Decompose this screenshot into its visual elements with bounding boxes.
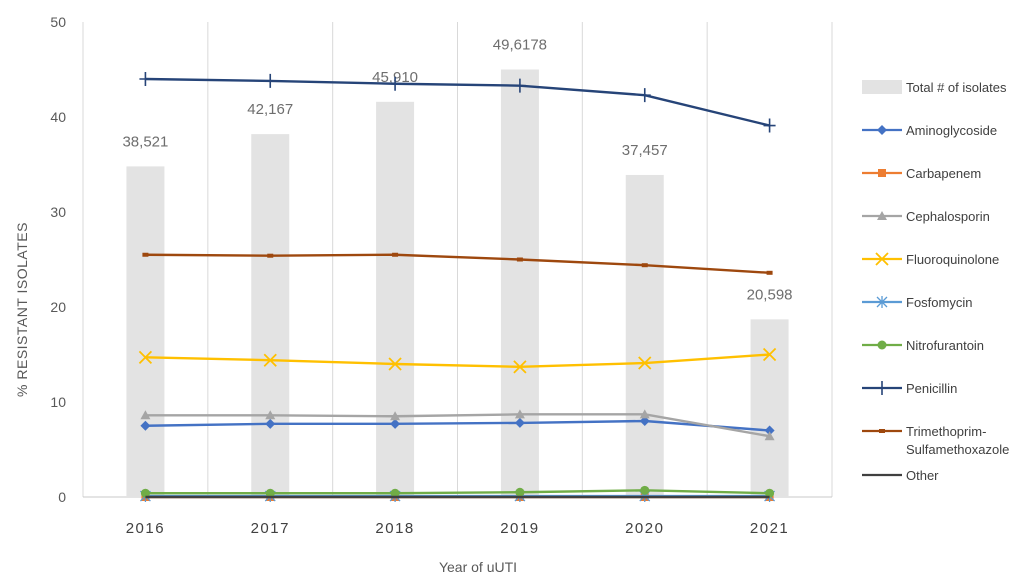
x-axis-title: Year of uUTI [439,559,517,575]
legend-marker-nitrofurantoin [877,340,887,350]
legend-marker-trimethoprim-sulfamethoxazole [879,429,885,433]
data-point-aminoglycoside [764,425,775,436]
x-tick-label: 2021 [750,520,789,537]
data-point-penicillin [264,73,277,88]
isolate-bar [750,319,789,497]
isolate-bar [126,166,165,497]
legend-marker-cephalosporin [877,211,887,220]
data-point-fluoroquinolone [638,356,652,370]
data-point-penicillin [763,118,776,133]
data-point-trimethoprim-sulfamethoxazole [142,252,149,257]
data-point-nitrofurantoin [640,485,650,495]
series-line-nitrofurantoin [145,489,770,495]
data-point-cephalosporin [265,410,276,420]
data-point-trimethoprim-sulfamethoxazole [516,257,523,262]
legend-label-total-isolates: Total # of isolates [906,80,1007,95]
isolate-bar [625,174,664,497]
legend-label-nitrofurantoin: Nitrofurantoin [906,338,984,353]
data-point-cephalosporin [390,411,401,421]
data-point-cephalosporin [140,410,151,420]
y-tick-label: 30 [50,204,66,220]
legend-marker-fluoroquinolone [875,252,889,266]
data-point-fluoroquinolone [263,353,277,367]
legend-label-trimethoprim-sulfamethoxazole-line1: Trimethoprim- [906,424,986,439]
data-point-aminoglycoside [639,416,650,426]
data-point-aminoglycoside [390,418,401,429]
data-point-cephalosporin [764,431,775,441]
data-point-trimethoprim-sulfamethoxazole [766,270,773,275]
legend-label-carbapenem: Carbapenem [906,166,981,181]
legend-label-other: Other [906,468,939,483]
data-point-cephalosporin [514,409,525,419]
data-point-fluoroquinolone [762,347,777,362]
data-point-aminoglycoside [140,420,151,431]
data-point-nitrofurantoin [390,488,400,498]
data-point-penicillin [139,72,152,86]
series-line-trimethoprim-sulfamethoxazole [145,253,770,274]
data-point-penicillin [638,88,651,103]
x-tick-label: 2018 [375,520,414,537]
y-tick-label: 50 [50,14,66,30]
legend-marker-carbapenem [878,169,886,177]
data-point-cephalosporin [639,409,650,419]
legend-marker-penicillin [876,381,888,395]
x-tick-label: 2016 [126,520,165,537]
y-tick-label: 10 [50,394,66,410]
y-tick-label: 0 [58,489,66,505]
legend-label-cephalosporin: Cephalosporin [906,209,990,224]
legend-marker-fosfomycin [876,296,888,308]
data-point-penicillin [389,76,402,91]
data-point-fluoroquinolone [388,357,402,371]
y-tick-label: 40 [50,109,66,125]
bar-value-label: 49,6178 [493,37,547,54]
x-tick-label: 2019 [500,520,539,537]
data-point-aminoglycoside [514,417,525,428]
y-axis-title: % RESISTANT ISOLATES [14,222,30,397]
data-point-nitrofurantoin [265,488,275,498]
data-point-nitrofurantoin [140,488,150,498]
bar-value-label: 20,598 [747,286,793,303]
bar-value-label: 38,521 [122,133,168,150]
y-tick-label: 20 [50,299,66,315]
legend-label-fosfomycin: Fosfomycin [906,295,972,310]
series-line-cephalosporin [145,413,770,438]
series-line-aminoglycoside [145,419,770,432]
data-point-trimethoprim-sulfamethoxazole [392,252,399,257]
x-tick-label: 2017 [251,520,290,537]
bar-value-label: 37,457 [622,142,668,159]
legend-label-fluoroquinolone: Fluoroquinolone [906,252,999,267]
data-point-trimethoprim-sulfamethoxazole [641,263,648,268]
data-point-fluoroquinolone [513,360,527,374]
data-point-nitrofurantoin [765,488,775,498]
data-point-trimethoprim-sulfamethoxazole [267,253,274,258]
isolate-bar [500,69,539,497]
legend-label-penicillin: Penicillin [906,381,957,396]
isolate-bar [251,134,290,497]
data-point-fluoroquinolone [138,350,153,364]
series-line-fluoroquinolone [145,353,770,369]
bar-value-label: 42,167 [247,101,293,118]
data-point-penicillin [513,78,526,93]
legend-label-trimethoprim-sulfamethoxazole-line2: Sulfamethoxazole [906,442,1009,457]
legend-swatch-total-isolates [862,80,902,94]
legend-marker-aminoglycoside [877,125,887,135]
legend-label-aminoglycoside: Aminoglycoside [906,123,997,138]
isolate-bar [376,101,415,498]
series-line-penicillin [145,77,770,127]
data-point-nitrofurantoin [515,487,525,497]
data-point-aminoglycoside [265,418,276,429]
x-tick-label: 2020 [625,520,664,537]
